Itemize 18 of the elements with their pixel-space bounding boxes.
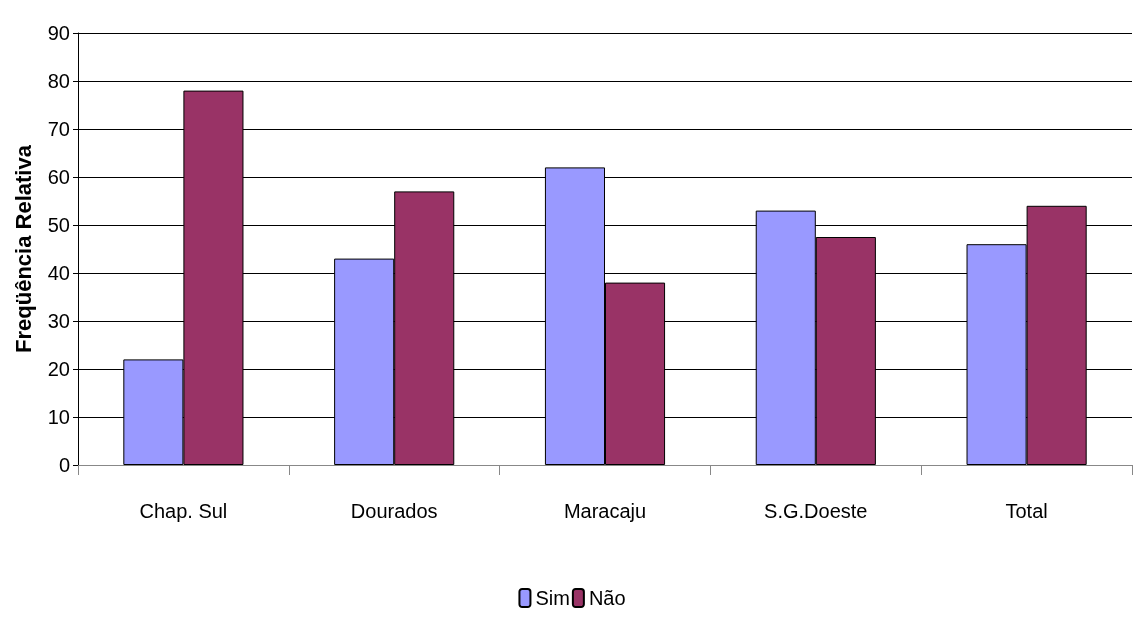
legend-label: Sim	[535, 587, 570, 609]
x-tick-label: Chap. Sul	[139, 500, 228, 522]
legend-label: Não	[588, 587, 626, 609]
x-tick-label: Dourados	[350, 500, 438, 522]
y-tick-label: 70	[47, 118, 70, 140]
x-tick-label: S.G.Doeste	[764, 500, 868, 522]
y-tick-label: 50	[47, 214, 70, 236]
y-tick-label: 30	[47, 310, 70, 332]
y-tick-label: 90	[47, 22, 70, 44]
y-tick-label: 0	[58, 454, 70, 476]
x-tick-label: Maracaju	[563, 500, 647, 522]
y-tick-label: 10	[47, 406, 70, 428]
y-tick-label: 20	[47, 358, 70, 380]
y-axis-title: Freqüência Relativa	[10, 144, 36, 353]
y-tick-label: 80	[47, 70, 70, 92]
x-tick-label: Total	[1005, 500, 1048, 522]
y-tick-label: 60	[47, 166, 70, 188]
y-tick-label: 40	[47, 262, 70, 284]
